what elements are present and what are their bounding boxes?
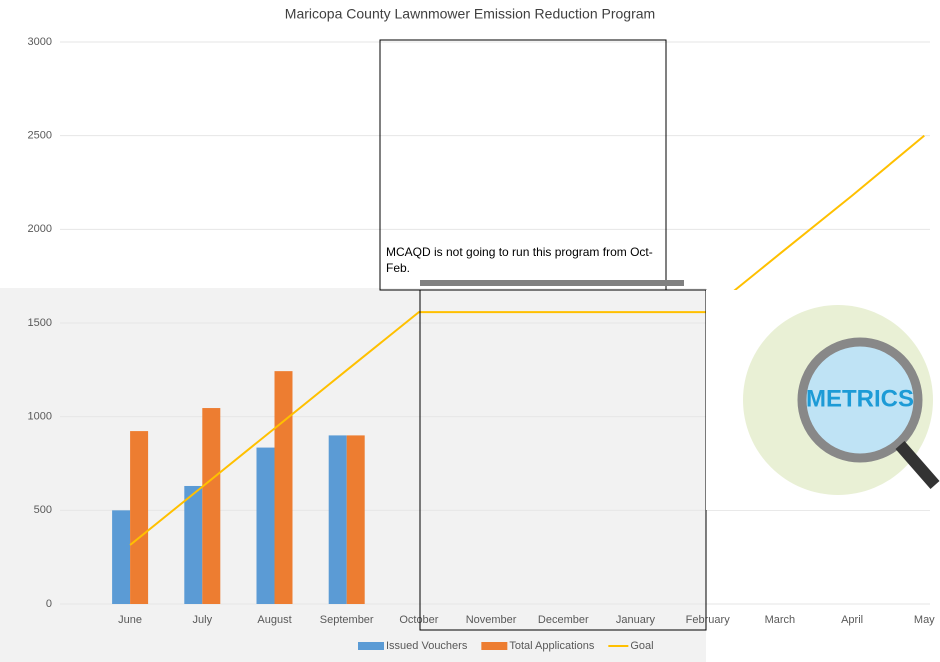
y-tick-label: 500 <box>34 504 52 516</box>
x-tick-label: June <box>118 614 142 626</box>
legend-swatch <box>481 642 507 650</box>
legend-label: Issued Vouchers <box>386 640 468 652</box>
x-tick-label: July <box>193 614 213 626</box>
x-tick-label: April <box>841 614 863 626</box>
x-tick-label: October <box>399 614 438 626</box>
annotation-bar <box>420 280 684 286</box>
x-tick-label: February <box>686 614 731 626</box>
chart: Maricopa County Lawnmower Emission Reduc… <box>0 0 940 662</box>
x-tick-label: May <box>914 614 935 626</box>
bar <box>275 371 293 604</box>
bar <box>202 408 220 604</box>
y-tick-label: 3000 <box>28 36 52 48</box>
bar <box>257 448 275 604</box>
y-tick-label: 1000 <box>28 411 52 423</box>
x-tick-label: March <box>765 614 796 626</box>
x-tick-label: August <box>257 614 291 626</box>
annotation-wrap: MCAQD is not going to run this program f… <box>386 244 662 284</box>
bar <box>112 510 130 604</box>
legend-label: Total Applications <box>509 640 594 652</box>
bar <box>130 431 148 604</box>
x-tick-label: November <box>466 614 517 626</box>
y-tick-label: 2500 <box>28 130 52 142</box>
bar <box>184 486 202 604</box>
y-tick-label: 0 <box>46 598 52 610</box>
y-tick-label: 1500 <box>28 317 52 329</box>
metrics-image: METRICS <box>706 290 940 510</box>
y-tick-label: 2000 <box>28 223 52 235</box>
bar <box>329 435 347 604</box>
x-tick-label: January <box>616 614 656 626</box>
legend-label: Goal <box>630 640 653 652</box>
x-tick-label: December <box>538 614 589 626</box>
chart-title: Maricopa County Lawnmower Emission Reduc… <box>285 6 655 22</box>
annotation: MCAQD is not going to run this program f… <box>386 244 662 276</box>
legend-swatch <box>358 642 384 650</box>
x-tick-label: September <box>320 614 374 626</box>
image-label: METRICS <box>806 385 914 412</box>
bar <box>347 435 365 604</box>
